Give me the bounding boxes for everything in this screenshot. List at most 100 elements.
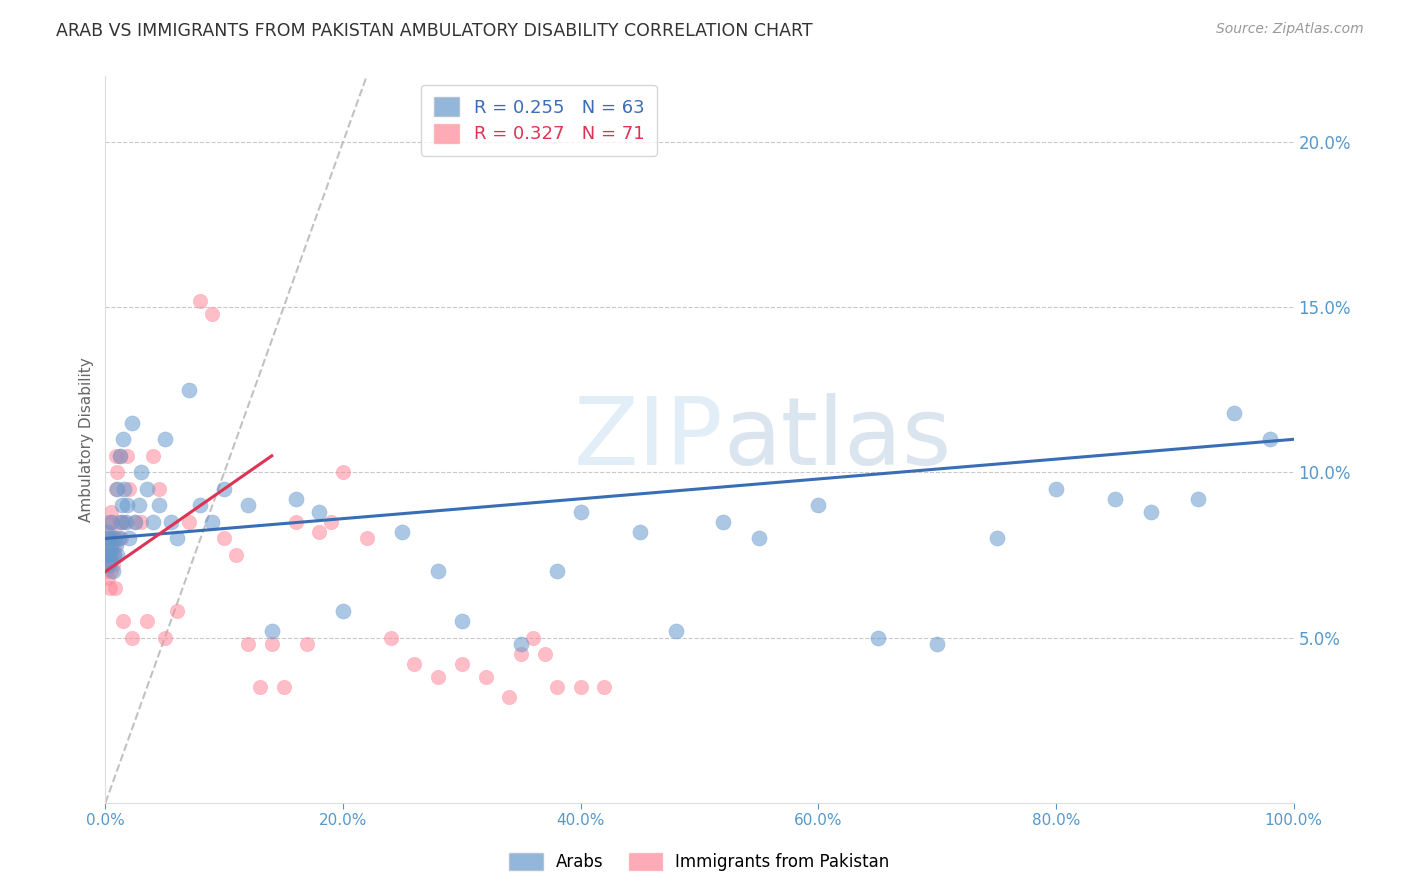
Point <box>98 558 121 572</box>
Point <box>107 515 129 529</box>
Point <box>105 482 128 496</box>
Point <box>112 433 135 447</box>
Point <box>142 449 165 463</box>
Point <box>101 532 124 546</box>
Point <box>427 565 450 579</box>
Point <box>96 538 118 552</box>
Point <box>273 680 295 694</box>
Point <box>260 637 283 651</box>
Point <box>593 680 616 694</box>
Point <box>474 670 496 684</box>
Point <box>98 548 121 562</box>
Point <box>214 532 236 546</box>
Text: ARAB VS IMMIGRANTS FROM PAKISTAN AMBULATORY DISABILITY CORRELATION CHART: ARAB VS IMMIGRANTS FROM PAKISTAN AMBULAT… <box>56 22 813 40</box>
Point <box>98 555 121 569</box>
Point <box>108 449 131 463</box>
Point <box>153 433 176 447</box>
Point <box>628 524 651 539</box>
Point <box>190 499 212 513</box>
Point <box>498 690 520 704</box>
Point <box>404 657 426 671</box>
Point <box>100 538 122 552</box>
Point <box>96 532 118 546</box>
Point <box>96 524 118 539</box>
Point <box>114 482 136 496</box>
Point <box>105 482 128 496</box>
Point <box>214 482 236 496</box>
Point <box>308 524 330 539</box>
Point <box>510 647 533 661</box>
Point <box>112 614 135 628</box>
Point <box>110 515 132 529</box>
Text: ZIP: ZIP <box>574 393 723 485</box>
Point <box>1187 491 1209 506</box>
Point <box>103 548 125 562</box>
Point <box>284 491 307 506</box>
Point <box>98 532 121 546</box>
Point <box>332 466 354 480</box>
Point <box>97 558 120 572</box>
Point <box>807 499 830 513</box>
Point <box>225 548 247 562</box>
Point <box>534 647 557 661</box>
Point <box>115 499 138 513</box>
Point <box>105 466 128 480</box>
Point <box>569 505 592 519</box>
Point <box>124 515 146 529</box>
Point <box>118 482 141 496</box>
Point <box>136 614 159 628</box>
Point <box>100 505 122 519</box>
Point <box>108 449 131 463</box>
Text: Source: ZipAtlas.com: Source: ZipAtlas.com <box>1216 22 1364 37</box>
Point <box>332 604 354 618</box>
Point <box>96 565 118 579</box>
Point <box>103 548 125 562</box>
Point <box>104 581 127 595</box>
Point <box>101 565 124 579</box>
Point <box>98 581 121 595</box>
Point <box>97 571 120 585</box>
Point <box>925 637 948 651</box>
Point <box>249 680 271 694</box>
Point <box>101 515 124 529</box>
Point <box>236 637 259 651</box>
Point <box>142 515 165 529</box>
Point <box>100 565 122 579</box>
Point <box>153 631 176 645</box>
Point <box>94 548 117 562</box>
Point <box>97 532 120 546</box>
Point <box>308 505 330 519</box>
Point <box>427 670 450 684</box>
Point <box>297 637 319 651</box>
Point <box>96 538 118 552</box>
Point <box>546 565 568 579</box>
Point <box>121 631 143 645</box>
Point <box>665 624 688 638</box>
Point <box>107 532 129 546</box>
Point <box>100 515 122 529</box>
Point <box>1045 482 1067 496</box>
Point <box>236 499 259 513</box>
Point <box>100 538 122 552</box>
Point <box>124 515 146 529</box>
Point <box>114 515 136 529</box>
Point <box>101 558 124 572</box>
Point <box>391 524 413 539</box>
Point <box>190 293 212 308</box>
Point <box>115 449 138 463</box>
Point <box>522 631 544 645</box>
Point <box>97 548 120 562</box>
Point <box>986 532 1008 546</box>
Point <box>450 657 472 671</box>
Point <box>450 614 472 628</box>
Point <box>98 548 121 562</box>
Point <box>177 383 200 397</box>
Point <box>111 499 134 513</box>
Point <box>100 548 122 562</box>
Point <box>98 524 121 539</box>
Point <box>110 532 132 546</box>
Point <box>380 631 402 645</box>
Point <box>148 499 170 513</box>
Point <box>129 466 152 480</box>
Point <box>159 515 181 529</box>
